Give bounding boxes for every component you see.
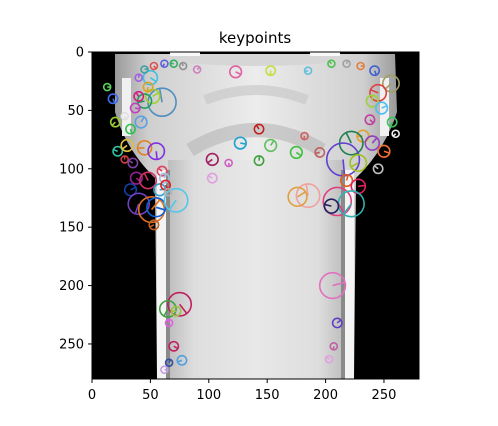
keypoint-marker (102, 82, 112, 92)
x-tick-label: 150 (255, 388, 280, 403)
keypoint-marker (356, 61, 365, 71)
keypoints-layer (102, 59, 400, 374)
keypoint-marker (178, 61, 188, 71)
y-tick-label: 150 (59, 221, 84, 236)
keypoint-marker (125, 123, 137, 135)
y-axis: 0 50 100 150 200 250 (59, 46, 92, 352)
keypoint-marker (287, 186, 308, 207)
keypoint-marker (364, 114, 376, 126)
keypoint-marker (386, 116, 398, 128)
keypoint-marker (323, 198, 340, 214)
keypoint-marker (139, 171, 158, 190)
keypoint-marker (134, 73, 144, 82)
keypoint-marker (377, 144, 391, 158)
keypoint-marker (253, 123, 265, 135)
keypoint-marker (300, 131, 309, 141)
keypoint-marker (391, 129, 400, 139)
keypoint-marker (349, 153, 368, 172)
keypoint-marker (364, 135, 381, 151)
x-tick-label: 250 (372, 388, 397, 403)
keypoint-marker (164, 318, 174, 328)
keypoint-marker (146, 197, 167, 218)
keypoint-marker (120, 138, 134, 153)
keypoint-marker (127, 157, 139, 169)
y-tick-label: 200 (59, 279, 84, 294)
keypoint-marker (158, 172, 170, 184)
keypoint-marker (229, 65, 243, 79)
keypoint-marker (206, 172, 218, 184)
keypoint-marker (331, 317, 343, 329)
keypoint-marker (342, 59, 351, 68)
keypoint-marker (107, 93, 119, 105)
keypoint-marker (160, 365, 169, 374)
keypoint-marker (120, 155, 130, 164)
keypoint-marker (329, 341, 339, 351)
axes-frame (91, 51, 420, 380)
keypoint-marker (314, 146, 326, 158)
keypoint-marker (120, 111, 130, 121)
keypoint-marker (265, 65, 277, 77)
keypoint-marker (295, 183, 321, 209)
keypoint-marker (163, 187, 189, 213)
plot-area (92, 52, 419, 379)
keypoint-marker (372, 163, 384, 175)
keypoint-marker (164, 358, 174, 367)
y-tick-label: 100 (59, 162, 84, 177)
y-tick-label: 0 (76, 46, 84, 61)
keypoint-marker (176, 354, 188, 366)
keypoint-marker (133, 90, 145, 102)
x-tick-label: 200 (313, 388, 338, 403)
keypoint-marker (339, 173, 354, 188)
keypoint-marker (374, 101, 389, 115)
keypoint-marker (369, 65, 381, 77)
keypoint-marker (264, 138, 278, 153)
keypoint-marker (158, 299, 177, 318)
keypoint-marker (147, 142, 166, 161)
keypoint-marker (192, 65, 202, 74)
keypoint-marker (170, 305, 182, 317)
keypoint-marker (134, 115, 148, 129)
keypoint-marker (224, 158, 233, 168)
keypoint-marker (156, 165, 168, 177)
y-tick-label: 250 (59, 337, 84, 352)
keypoint-marker (148, 219, 160, 231)
keypoint-marker (205, 152, 219, 167)
keypoint-marker (149, 61, 159, 71)
y-tick-label: 50 (67, 104, 84, 119)
keypoint-marker (233, 136, 247, 150)
keypoint-marker (167, 291, 193, 317)
keypoint-marker (381, 74, 400, 93)
keypoint-marker (169, 59, 179, 68)
keypoint-marker (142, 69, 159, 86)
keypoint-marker (123, 183, 138, 197)
keypoint-marker (129, 102, 141, 114)
x-axis: 0 50 100 150 200 250 (88, 379, 397, 403)
x-tick-label: 50 (142, 388, 159, 403)
keypoint-marker (324, 354, 334, 364)
keypoint-marker (142, 81, 154, 93)
keypoint-marker (327, 59, 336, 68)
keypoint-marker (127, 192, 151, 216)
keypoint-marker (318, 271, 347, 300)
x-tick-label: 0 (88, 388, 96, 403)
x-tick-label: 100 (196, 388, 221, 403)
keypoint-marker (303, 66, 313, 75)
keypoint-marker (112, 145, 124, 157)
keypoint-marker (163, 187, 173, 197)
keypoint-marker (136, 139, 153, 156)
keypoint-marker (289, 145, 304, 160)
keypoint-marker (365, 94, 379, 108)
chart-title: keypoints (219, 29, 292, 47)
keypoint-marker (253, 155, 265, 167)
keypoint-marker (109, 116, 121, 128)
keypoint-marker (168, 340, 180, 352)
keypoint-marker (140, 65, 149, 74)
keypoint-marker (160, 59, 169, 68)
